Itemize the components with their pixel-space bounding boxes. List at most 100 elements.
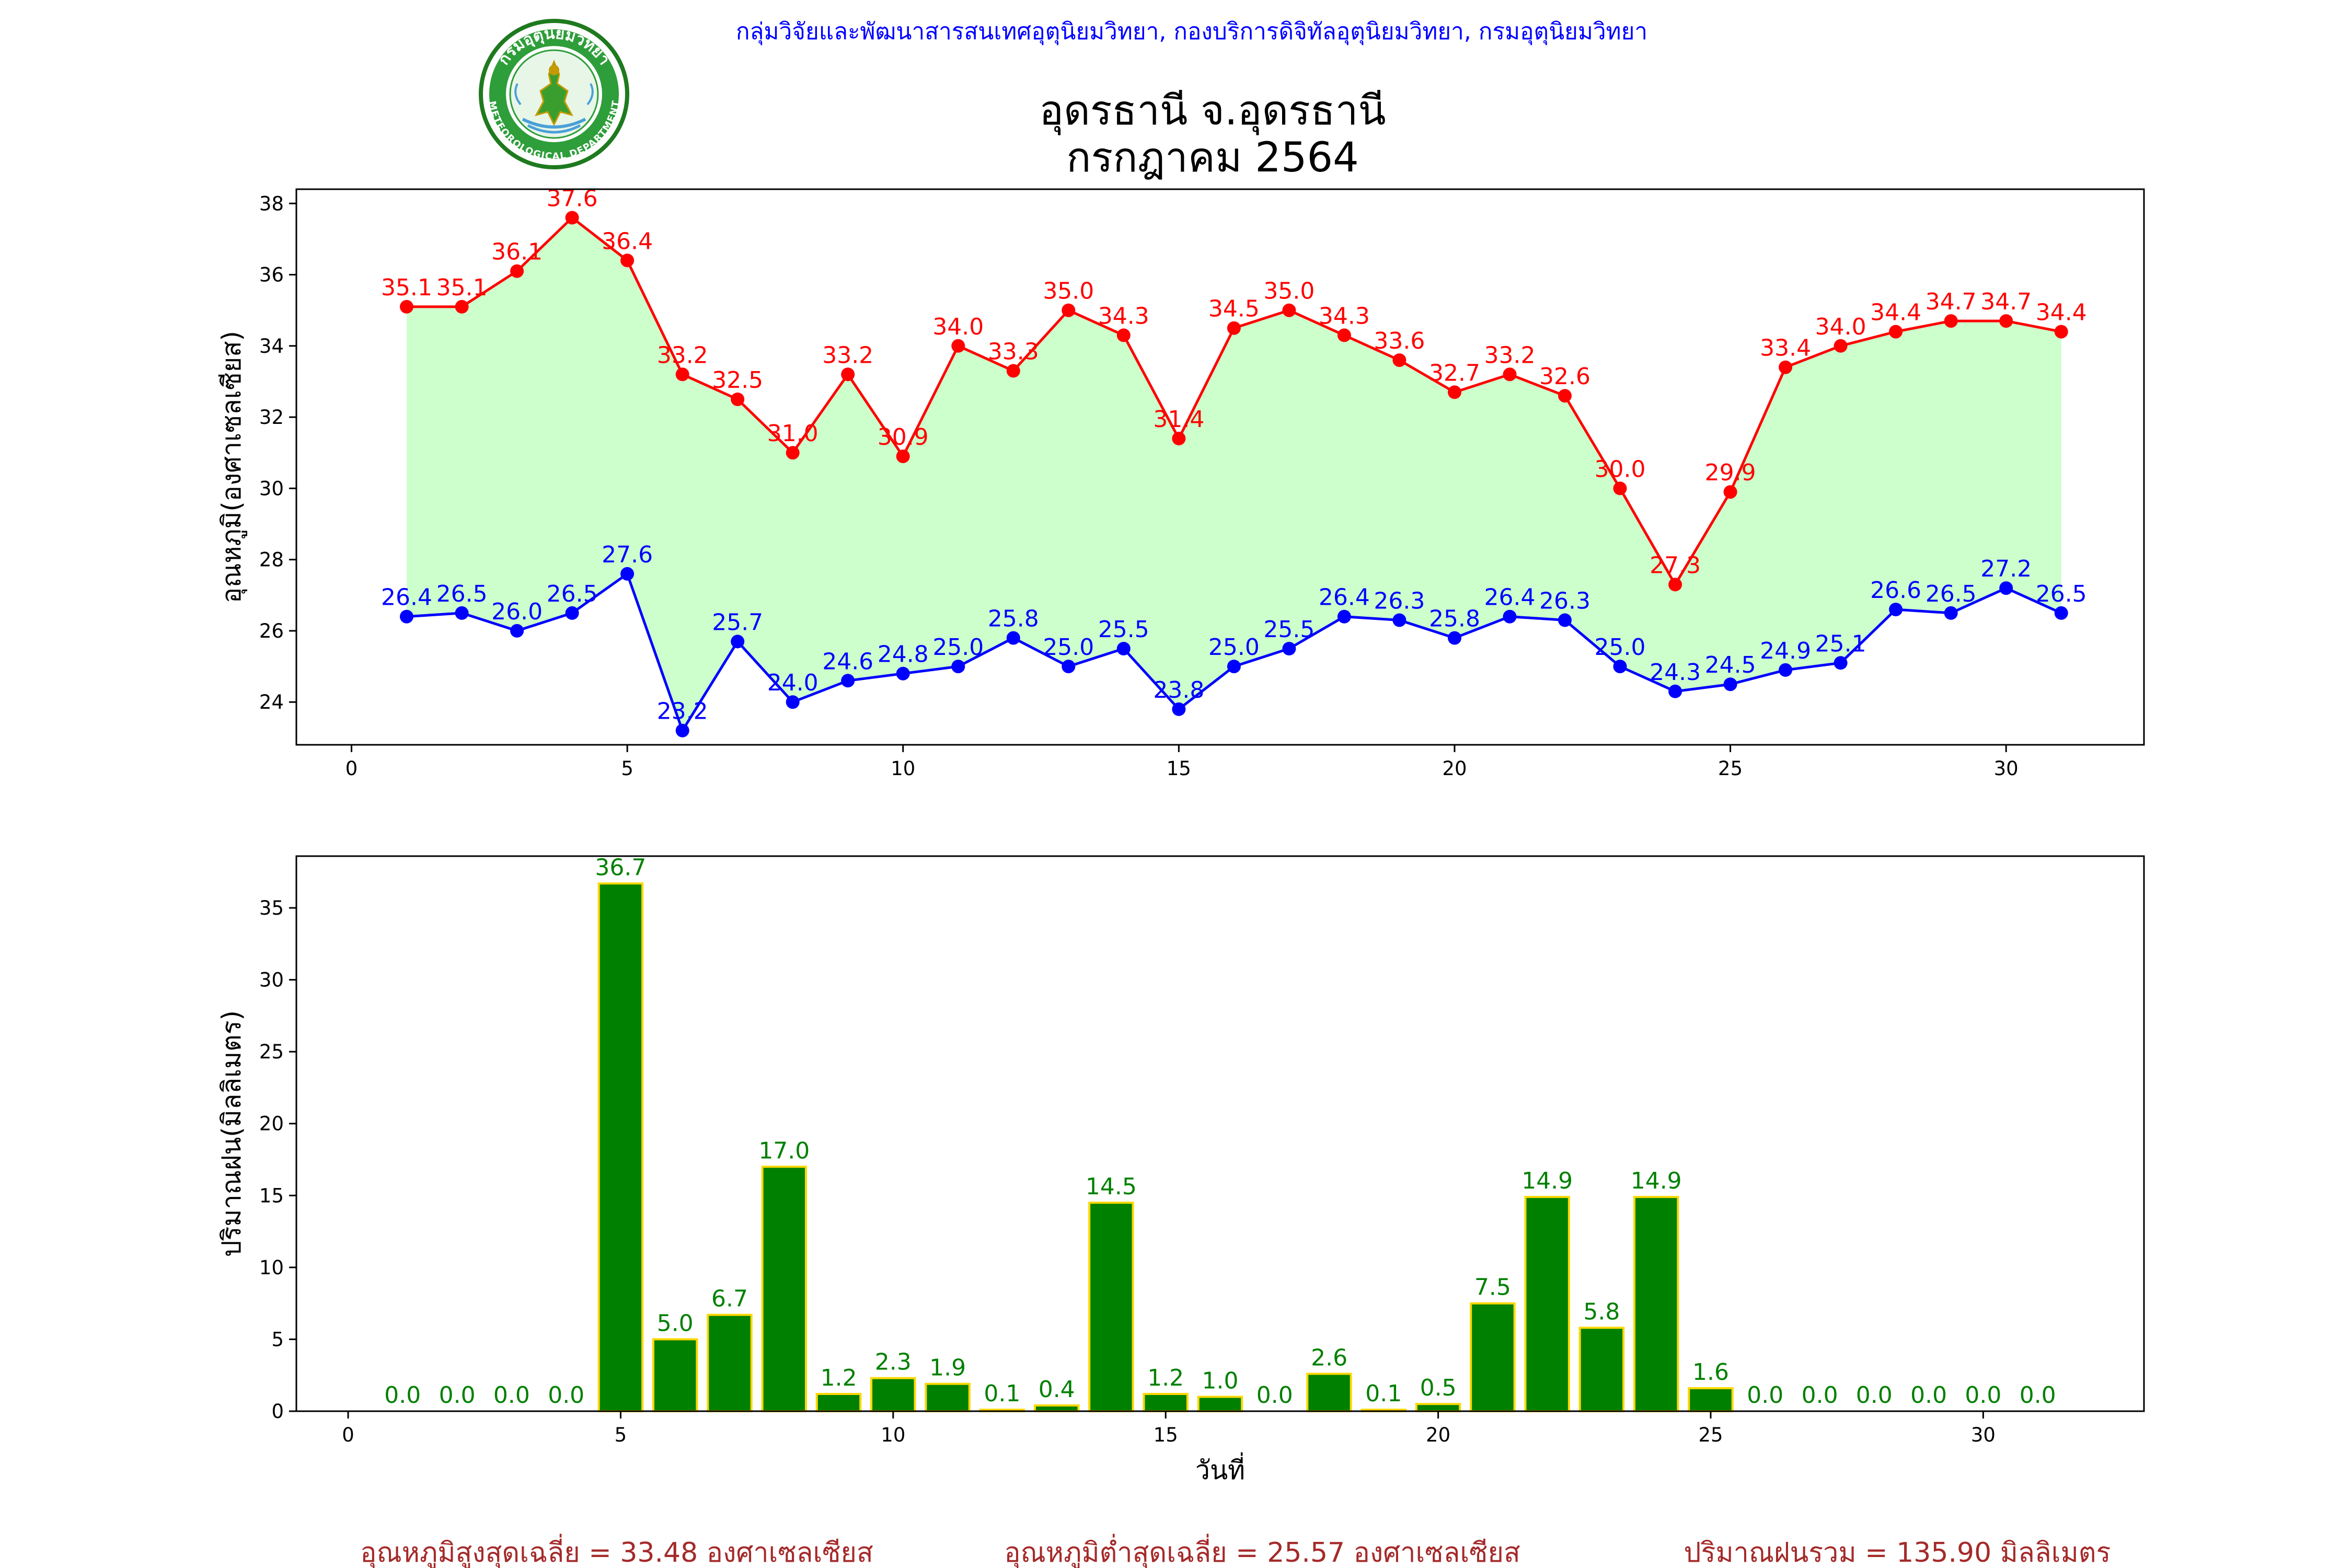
min-temperature-point [1282,642,1296,655]
max-temperature-point [951,339,965,353]
min-temperature-point [620,567,635,581]
rainfall-plot-background [296,856,2144,1411]
rainfall-x-tick-label: 20 [1426,1424,1450,1446]
rainfall-bar-label: 0.0 [439,1382,476,1409]
rainfall-bar [707,1313,753,1412]
min-temperature-label: 26.5 [2036,581,2087,607]
temperature-y-tick-label: 28 [259,549,284,571]
min-temperature-point [731,635,745,649]
rainfall-bar [597,882,644,1413]
min-temperature-point [1889,603,1903,617]
rainfall-bar-label: 14.9 [1521,1168,1573,1194]
temperature-plot-frame [295,188,2145,746]
min-temperature-label: 25.0 [1043,634,1094,661]
max-temperature-label: 31.0 [767,420,818,447]
min-temperature-label: 26.5 [547,581,598,607]
min-temperature-label: 27.6 [602,541,653,568]
max-temperature-label: 33.6 [1374,328,1425,354]
max-temperature-label: 34.7 [1980,289,2032,315]
rainfall-bar [652,1338,698,1412]
min-temperature-label: 26.0 [491,598,543,625]
max-temperature-point [1227,321,1241,335]
min-temperature-point [1723,677,1737,691]
min-temperature-point [2054,606,2068,620]
rainfall-bar-label: 1.2 [1147,1365,1184,1391]
rainfall-bar-label: 0.0 [1747,1382,1783,1409]
max-temperature-label: 36.1 [491,239,543,266]
max-temperature-point [731,393,745,406]
rainfall-bar-label: 5.8 [1583,1298,1620,1325]
max-temperature-label: 30.9 [878,424,929,451]
rainfall-bar-label: 0.0 [493,1382,530,1409]
meteorological-department-seal-icon: กรมอุตุนิยมวิทยา METEOROLOGICAL DEPARTME… [479,19,629,169]
min-temperature-point [1503,609,1517,624]
min-temperature-label: 23.8 [1153,677,1204,704]
max-temperature-point [1116,328,1131,342]
rainfall-bar-label: 17.0 [758,1137,810,1164]
min-temperature-label: 25.0 [1208,634,1260,661]
rainfall-x-tick-label: 15 [1154,1424,1178,1446]
min-temperature-label: 26.4 [1484,584,1536,611]
min-temperature-label: 23.2 [657,698,708,725]
max-temperature-point [455,299,469,314]
max-temperature-point [786,446,800,460]
rainfall-bar-label: 1.2 [821,1365,857,1391]
rainfall-bar [1306,1373,1352,1412]
summary-rain-total: ปริมาณฝนรวม = 135.90 มิลลิเมตร [1684,1537,2111,1568]
rainfall-bar-label: 2.6 [1311,1345,1347,1371]
max-temperature-label: 33.4 [1760,335,1811,362]
temperature-y-tick-label: 26 [259,620,284,642]
max-temperature-label: 29.9 [1705,459,1756,486]
temperature-x-tick-label: 15 [1167,757,1191,780]
rainfall-bar-label: 0.0 [1256,1382,1293,1409]
rainfall-bar-label: 6.7 [711,1286,748,1312]
max-temperature-label: 34.7 [1926,289,1977,315]
min-temperature-point [896,666,910,681]
temperature-x-tick-label: 25 [1718,757,1743,780]
max-temperature-point [400,299,413,314]
temperature-y-tick-label: 38 [259,192,284,215]
max-temperature-label: 35.0 [1263,278,1315,305]
temperature-y-tick-label: 32 [259,406,284,429]
min-temperature-label: 26.4 [381,584,432,611]
rainfall-bar [870,1377,916,1412]
max-temperature-point [510,264,524,278]
max-temperature-point [1503,367,1517,382]
min-temperature-label: 26.3 [1539,588,1590,615]
rainfall-bar [815,1393,862,1412]
temperature-y-tick-label: 34 [259,335,284,358]
rainfall-x-tick-label: 5 [615,1424,627,1446]
min-temperature-point [1613,660,1627,674]
min-temperature-point [1172,702,1186,716]
min-temperature-point [841,674,855,688]
min-temperature-point [1999,581,2013,595]
rainfall-bar-label: 14.5 [1086,1173,1137,1200]
rainfall-x-tick-label: 25 [1698,1424,1723,1446]
max-temperature-label: 33.2 [1484,342,1536,368]
rainfall-bar-label: 1.6 [1692,1359,1729,1386]
max-temperature-label: 32.7 [1429,360,1480,386]
rainfall-bar-label: 7.5 [1474,1274,1511,1301]
min-temperature-point [1779,663,1793,677]
rainfall-bar-label: 0.0 [2020,1382,2056,1409]
max-temperature-label: 35.1 [436,274,488,301]
rainfall-bar-label: 0.0 [384,1382,421,1409]
rainfall-bar-label: 0.0 [1856,1382,1893,1409]
rainfall-bar-label: 5.0 [657,1310,694,1336]
max-temperature-label: 27.3 [1650,552,1701,579]
rainfall-bar [1034,1404,1080,1412]
max-temperature-label: 34.5 [1208,296,1260,322]
rainfall-x-tick-label: 30 [1971,1424,1996,1446]
min-temperature-point [675,723,689,737]
summary-min-avg: อุณหภูมิต่ำสุดเฉลี่ย = 25.57 องศาเซลเซีย… [1004,1534,1520,1568]
rainfall-bar-label: 0.1 [984,1380,1020,1407]
rainfall-y-tick-label: 35 [259,897,284,919]
max-temperature-point [1723,485,1737,499]
min-temperature-label: 24.9 [1760,638,1811,664]
max-temperature-label: 34.0 [932,314,984,340]
max-temperature-label: 34.4 [2036,299,2087,326]
min-temperature-point [455,606,469,620]
min-temperature-label: 25.7 [712,609,763,636]
